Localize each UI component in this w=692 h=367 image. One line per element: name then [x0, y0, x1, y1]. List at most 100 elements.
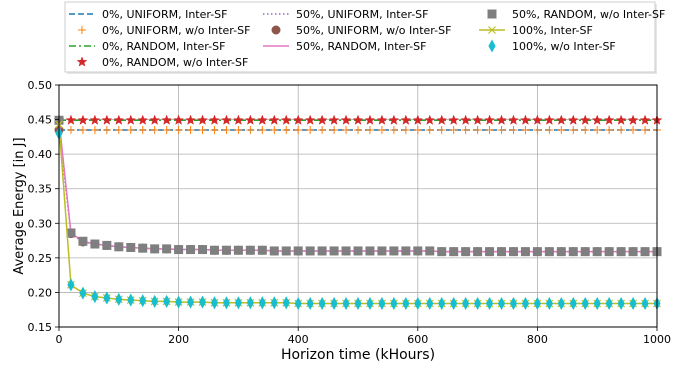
- plus-marker: [150, 125, 159, 134]
- star-marker: [639, 114, 651, 125]
- plus-marker: [186, 125, 195, 134]
- plus-marker: [449, 125, 458, 134]
- series: [58, 129, 657, 253]
- series: [58, 120, 657, 253]
- plus-marker: [521, 125, 530, 134]
- series-line: [58, 124, 657, 305]
- legend-label: 0%, RANDOM, Inter-SF: [102, 40, 225, 53]
- series-layer: [53, 114, 663, 311]
- diamond-marker: [246, 296, 254, 310]
- square-marker: [150, 244, 160, 254]
- plus-marker: [126, 125, 135, 134]
- plus-marker: [318, 125, 327, 134]
- diamond-marker: [378, 296, 386, 311]
- diamond-marker: [282, 296, 290, 310]
- y-axis-label: Average Energy [in J]: [12, 137, 27, 274]
- x-tick-label: 600: [407, 333, 428, 346]
- legend-item: 50%, UNIFORM, w/o Inter-SF: [271, 24, 451, 37]
- star-marker: [472, 114, 484, 125]
- diamond-marker: [390, 296, 398, 311]
- legend-label: 0%, RANDOM, w/o Inter-SF: [102, 56, 248, 69]
- star-marker: [65, 114, 77, 125]
- square-marker: [138, 243, 148, 253]
- plus-marker: [569, 125, 578, 134]
- legend-item: 0%, UNIFORM, Inter-SF: [69, 8, 227, 21]
- star-marker: [76, 56, 88, 67]
- legend: 0%, UNIFORM, Inter-SF 0%, UNIFORM, w/o In…: [64, 1, 665, 74]
- diamond-marker: [617, 296, 625, 311]
- star-marker: [221, 114, 232, 125]
- star-marker: [316, 114, 328, 125]
- star-marker: [603, 114, 615, 125]
- diamond-marker: [414, 296, 422, 311]
- y-tick-label: 0.45: [28, 114, 53, 127]
- y-tick-label: 0.20: [28, 286, 53, 299]
- square-marker: [485, 247, 495, 257]
- square-marker: [186, 245, 196, 255]
- plus-marker: [354, 125, 362, 134]
- star-marker: [400, 114, 412, 125]
- x-axis-label: Horizon time (kHours): [281, 347, 435, 363]
- series-line: [58, 129, 657, 253]
- legend-item: 0%, RANDOM, w/o Inter-SF: [76, 56, 248, 69]
- square-marker: [487, 9, 497, 19]
- square-marker: [401, 246, 411, 256]
- plus-marker: [330, 125, 339, 134]
- square-marker: [329, 246, 339, 256]
- circle-marker: [271, 25, 281, 35]
- star-marker: [292, 114, 304, 125]
- diamond-marker: [438, 296, 446, 311]
- diamond-marker: [222, 296, 231, 310]
- plus-marker: [497, 125, 506, 134]
- star-marker: [197, 114, 208, 125]
- diamond-marker: [127, 293, 135, 307]
- plus-marker: [593, 125, 602, 134]
- star-marker: [567, 114, 579, 125]
- square-marker: [78, 236, 88, 246]
- star-marker: [531, 114, 543, 125]
- plus-marker: [294, 125, 303, 134]
- plus-marker: [162, 125, 171, 134]
- legend-label: 50%, RANDOM, w/o Inter-SF: [512, 8, 665, 21]
- star-marker: [149, 114, 161, 125]
- plus-marker: [174, 125, 183, 134]
- series: [54, 115, 662, 257]
- diamond-marker: [581, 296, 589, 311]
- star-marker: [125, 114, 137, 125]
- plus-marker: [78, 125, 87, 134]
- legend-item: 0%, UNIFORM, w/o Inter-SF: [78, 24, 250, 37]
- legend-item: 100%, Inter-SF: [479, 24, 593, 37]
- plus-marker: [605, 125, 614, 134]
- series: [55, 126, 661, 311]
- diamond-marker: [258, 296, 266, 310]
- diamond-marker: [426, 296, 434, 311]
- square-marker: [233, 245, 243, 255]
- diamond-marker: [629, 296, 637, 311]
- plus-marker: [102, 125, 111, 134]
- square-marker: [592, 247, 602, 257]
- plus-marker: [234, 125, 243, 134]
- star-marker: [137, 114, 149, 125]
- square-marker: [497, 247, 507, 257]
- plus-marker: [66, 125, 75, 134]
- diamond-marker: [186, 295, 195, 309]
- plus-marker: [365, 125, 374, 134]
- star-marker: [209, 114, 220, 125]
- diamond-marker: [306, 296, 314, 311]
- plus-marker: [282, 125, 291, 134]
- diamond-marker: [151, 294, 159, 308]
- diamond-marker: [497, 296, 506, 311]
- diamond-marker: [545, 296, 553, 311]
- square-marker: [209, 245, 219, 255]
- star-marker: [340, 114, 352, 125]
- star-marker: [448, 114, 460, 125]
- star-marker: [113, 114, 125, 125]
- square-marker: [556, 247, 566, 257]
- square-marker: [174, 245, 184, 255]
- square-marker: [305, 246, 315, 256]
- star-marker: [436, 114, 448, 125]
- plus-marker: [401, 125, 410, 134]
- square-marker: [269, 246, 279, 256]
- star-marker: [460, 114, 472, 125]
